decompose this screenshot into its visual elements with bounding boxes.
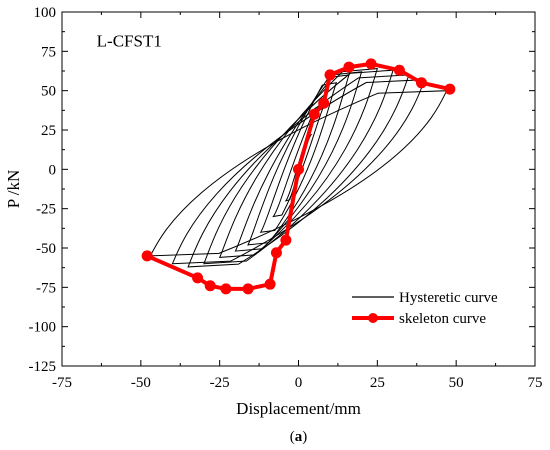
- skeleton-point: [293, 163, 304, 175]
- skeleton-point: [141, 250, 153, 262]
- caption-close-paren: ): [302, 429, 307, 445]
- x-axis-title: Displacement/mm: [236, 399, 361, 418]
- y-axis-title: P /kN: [4, 170, 23, 209]
- skeleton-point: [264, 278, 276, 290]
- hysteretic-curve: [149, 68, 448, 268]
- y-tick-label: -75: [36, 280, 56, 296]
- legend-skeleton-label: skeleton curve: [399, 311, 486, 327]
- skeleton-point: [415, 77, 427, 89]
- hysteretic-loop: [187, 74, 410, 268]
- hysteretic-loop: [247, 74, 350, 246]
- y-axis: -125 -100 -75 -50 -25 0 25 50 75 100: [29, 5, 535, 375]
- legend-skeleton-marker: [368, 313, 378, 323]
- legend-hysteretic-label: Hysteretic curve: [399, 290, 498, 306]
- skeleton-point: [324, 69, 336, 81]
- hysteretic-loop: [272, 105, 325, 218]
- legend: Hysteretic curve skeleton curve: [352, 290, 498, 327]
- x-tick-label: 0: [295, 375, 303, 391]
- specimen-label: L-CFST1: [97, 32, 162, 51]
- y-tick-label: 0: [49, 162, 57, 178]
- skeleton-point: [318, 97, 330, 109]
- y-tick-label: 75: [41, 44, 56, 60]
- hysteretic-loop: [171, 79, 426, 265]
- x-axis: -75 -50 -25 0 25 50 75: [52, 12, 543, 391]
- skeleton-point: [270, 247, 282, 259]
- x-tick-label: -50: [131, 375, 151, 391]
- x-tick-label: 75: [528, 375, 543, 391]
- skeleton-point: [308, 108, 320, 120]
- hysteretic-loop: [259, 82, 338, 233]
- y-tick-label: -25: [36, 202, 56, 218]
- x-tick-label: 50: [449, 375, 464, 391]
- x-tick-label: 25: [370, 375, 385, 391]
- x-tick-label: -75: [52, 375, 72, 391]
- y-tick-label: -125: [29, 359, 57, 375]
- skeleton-point: [393, 64, 405, 76]
- skeleton-point: [220, 283, 232, 295]
- y-tick-label: 100: [34, 5, 57, 21]
- skeleton-point: [280, 234, 292, 246]
- hysteretic-loop: [218, 68, 378, 258]
- skeleton-point: [343, 61, 355, 73]
- y-tick-label: 50: [41, 84, 56, 100]
- caption-open-paren: (: [290, 429, 295, 445]
- y-tick-label: 25: [41, 123, 56, 139]
- hysteretic-loop: [234, 71, 363, 252]
- skeleton-point: [365, 58, 377, 70]
- skeleton-point: [192, 272, 204, 284]
- x-tick-label: -25: [210, 375, 230, 391]
- skeleton-point: [204, 280, 216, 292]
- figure-caption: (a): [290, 429, 308, 445]
- y-tick-label: -50: [36, 241, 56, 257]
- caption-letter: a: [295, 429, 303, 445]
- skeleton-curve: [141, 58, 456, 295]
- hysteretic-loop: [203, 69, 394, 265]
- skeleton-point: [444, 83, 456, 95]
- skeleton-point: [242, 283, 254, 295]
- y-tick-label: -100: [29, 320, 57, 336]
